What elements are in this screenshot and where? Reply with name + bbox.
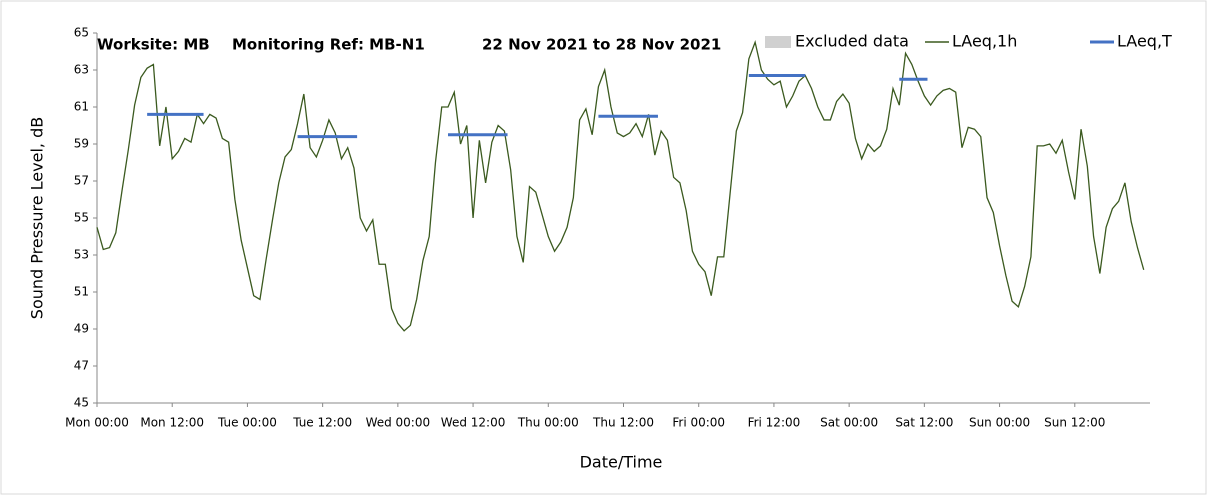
x-tick-label: Sat 00:00 (820, 416, 878, 430)
series-line (96, 39, 1145, 332)
y-tick-label: 65 (74, 26, 89, 40)
x-tick-label: Wed 00:00 (366, 416, 431, 430)
x-tick-label: Thu 12:00 (592, 416, 654, 430)
x-tick-label: Mon 12:00 (140, 416, 204, 430)
x-tick-label: Sun 12:00 (1044, 416, 1105, 430)
legend-label: Excluded data (795, 32, 909, 51)
x-tick-label: Fri 12:00 (748, 416, 801, 430)
x-tick-label: Tue 00:00 (217, 416, 277, 430)
y-tick-label: 51 (74, 285, 89, 299)
x-tick-label: Wed 12:00 (441, 416, 506, 430)
title-worksite: Worksite: MB (97, 36, 210, 54)
x-tick-label: Sat 12:00 (895, 416, 953, 430)
x-tick-label: Sun 00:00 (969, 416, 1030, 430)
y-tick-label: 47 (74, 359, 89, 373)
y-tick-label: 49 (74, 322, 89, 336)
x-tick-label: Fri 00:00 (672, 416, 725, 430)
legend-label: LAeq,1h (952, 32, 1017, 51)
y-tick-label: 53 (74, 248, 89, 262)
y-tick-label: 63 (74, 63, 89, 77)
y-tick-label: 59 (74, 137, 89, 151)
x-axis-label: Date/Time (580, 453, 663, 472)
x-tick-label: Tue 12:00 (292, 416, 352, 430)
y-tick-label: 55 (74, 211, 89, 225)
y-tick-label: 45 (74, 396, 89, 410)
legend-label: LAeq,T (1117, 32, 1172, 51)
y-tick-label: 61 (74, 100, 89, 114)
x-tick-label: Thu 00:00 (517, 416, 579, 430)
y-tick-label: 57 (74, 174, 89, 188)
legend-swatch (765, 36, 791, 48)
title-ref: Monitoring Ref: MB-N1 (232, 36, 425, 54)
y-axis-label: Sound Pressure Level, dB (28, 117, 47, 319)
title-dates: 22 Nov 2021 to 28 Nov 2021 (482, 36, 721, 54)
x-tick-label: Mon 00:00 (65, 416, 129, 430)
